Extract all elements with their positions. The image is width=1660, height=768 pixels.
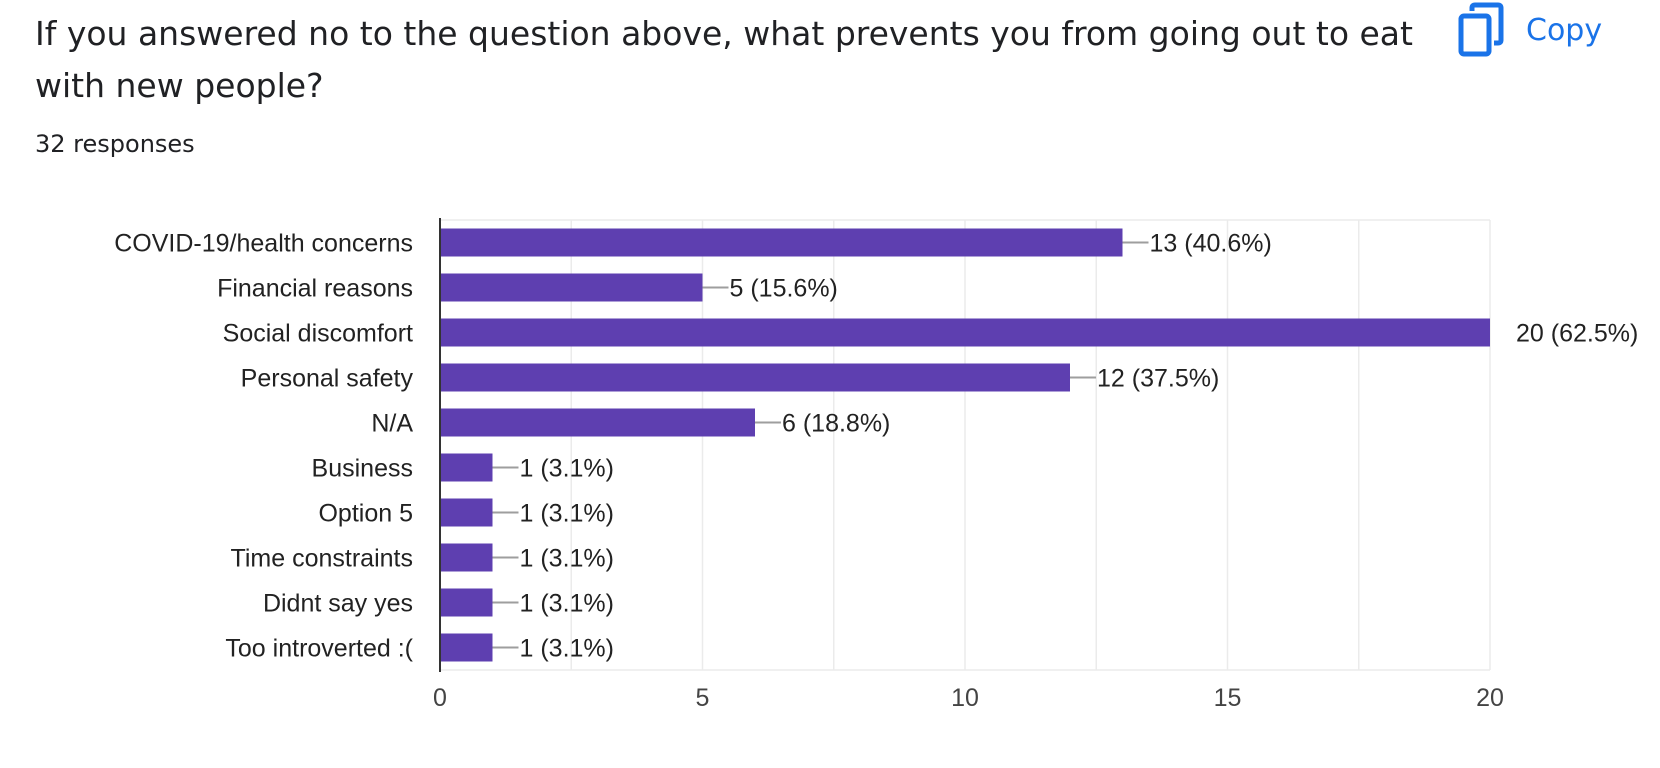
bar: [440, 633, 493, 662]
copy-label: Copy: [1526, 12, 1603, 48]
chart-labels: COVID-19/health concerns 13 (40.6%) Financ…: [114, 230, 1638, 663]
category-label: Too introverted :(: [225, 635, 413, 663]
category-label: Option 5: [318, 500, 413, 528]
category-label: N/A: [371, 410, 413, 438]
x-tick-label: 20: [1476, 684, 1504, 712]
data-label: 1 (3.1%): [520, 545, 614, 573]
category-label: Financial reasons: [217, 275, 413, 303]
bar: [440, 273, 703, 302]
bar: [440, 363, 1070, 392]
question-title: If you answered no to the question above…: [35, 14, 1413, 105]
chart-grid: [440, 219, 1491, 671]
response-count: 32 responses: [35, 130, 195, 158]
x-tick-label: 5: [696, 684, 710, 712]
category-label: Time constraints: [231, 545, 413, 573]
x-tick-label: 0: [433, 684, 447, 712]
x-tick-label: 10: [951, 684, 979, 712]
category-label: Personal safety: [241, 365, 414, 393]
data-label: 13 (40.6%): [1150, 230, 1272, 258]
data-label: 1 (3.1%): [520, 500, 614, 528]
bar: [440, 228, 1123, 257]
data-label: 1 (3.1%): [520, 635, 614, 663]
bar: [440, 588, 493, 617]
bar: [440, 408, 755, 437]
data-label: 5 (15.6%): [730, 275, 838, 303]
category-label: Business: [312, 455, 413, 483]
data-label: 20 (62.5%): [1516, 320, 1638, 348]
bar: [440, 318, 1490, 347]
category-label: COVID-19/health concerns: [114, 230, 413, 258]
bar: [440, 498, 493, 527]
x-tick-label: 15: [1214, 684, 1242, 712]
category-label: Didnt say yes: [263, 590, 413, 618]
copy-icon: [1458, 2, 1504, 57]
data-label: 1 (3.1%): [520, 455, 614, 483]
data-label: 1 (3.1%): [520, 590, 614, 618]
bar: [440, 543, 493, 572]
bar: [440, 453, 493, 482]
category-label: Social discomfort: [223, 320, 413, 348]
chart-bars: [440, 228, 1490, 662]
data-label: 12 (37.5%): [1097, 365, 1219, 393]
copy-button[interactable]: Copy: [1458, 0, 1602, 60]
data-label: 6 (18.8%): [782, 410, 890, 438]
chart-axis: 0 5 10 15 20: [433, 218, 1504, 712]
